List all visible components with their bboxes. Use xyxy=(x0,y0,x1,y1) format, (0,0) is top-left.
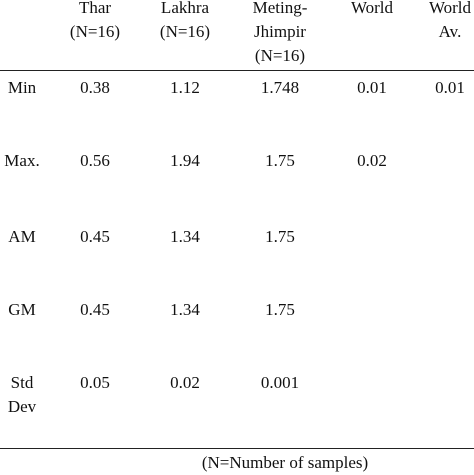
column-header: Meting- xyxy=(252,0,308,17)
column-header: Lakhra xyxy=(160,0,210,17)
table-cell: 0.02 xyxy=(170,373,200,392)
table-cell: 1.12 xyxy=(170,78,200,97)
table-cell: 0.45 xyxy=(80,227,110,246)
column-header: World xyxy=(350,0,394,17)
row-label: AM xyxy=(8,227,36,246)
table-cell: 0.45 xyxy=(80,300,110,319)
column-header: Thar xyxy=(78,0,112,17)
row-label: Max. xyxy=(4,151,40,170)
table-cell: 1.75 xyxy=(265,300,295,319)
table-cell: 0.01 xyxy=(435,78,465,97)
table-cell: 0.01 xyxy=(357,78,387,97)
table-cell: 1.94 xyxy=(170,151,200,170)
bottom-rule xyxy=(0,448,474,449)
column-header: (N=16) xyxy=(254,46,306,65)
column-header: Av. xyxy=(438,22,462,41)
column-header: (N=16) xyxy=(159,22,211,41)
table-cell: 0.56 xyxy=(80,151,110,170)
header-rule xyxy=(0,70,474,71)
table-cell: 1.75 xyxy=(265,151,295,170)
column-header: Jhimpir xyxy=(254,22,306,41)
table-cell: 0.02 xyxy=(357,151,387,170)
table-cell: 1.34 xyxy=(170,227,200,246)
table-cell: 0.001 xyxy=(260,373,300,392)
row-label: Std Dev xyxy=(7,373,37,416)
column-header: World xyxy=(428,0,472,17)
table-cell: 0.05 xyxy=(80,373,110,392)
footnote: (N=Number of samples) xyxy=(201,453,369,472)
row-label: GM xyxy=(8,300,36,319)
row-label: Min xyxy=(7,78,37,97)
table-cell: 1.75 xyxy=(265,227,295,246)
column-header: (N=16) xyxy=(69,22,121,41)
table-cell: 0.38 xyxy=(80,78,110,97)
table-cell: 1.748 xyxy=(260,78,300,97)
table-cell: 1.34 xyxy=(170,300,200,319)
